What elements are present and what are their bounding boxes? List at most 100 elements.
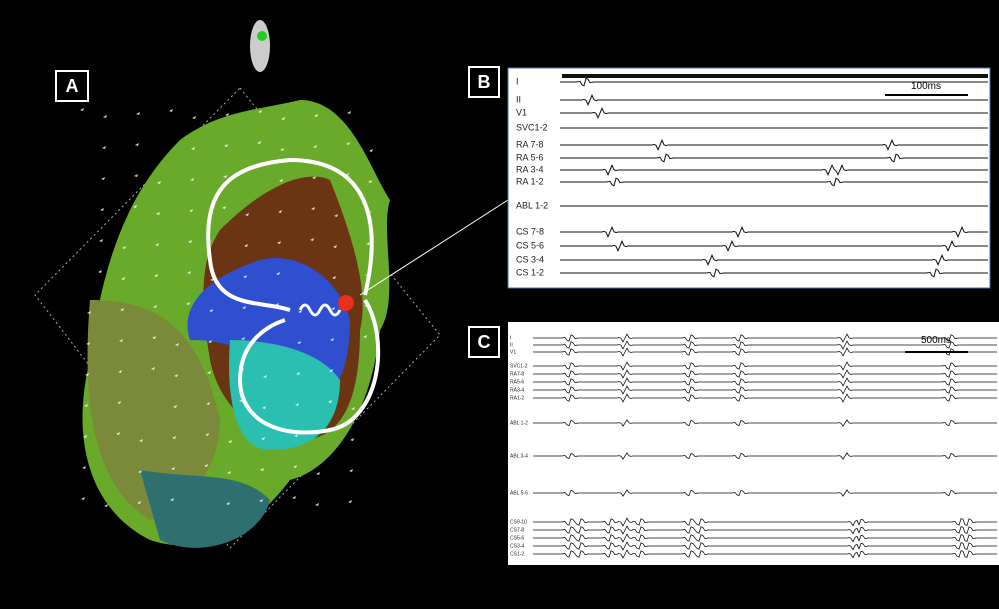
vector-arrow bbox=[263, 375, 267, 378]
vector-arrow bbox=[260, 468, 264, 471]
slow-conduction bbox=[298, 303, 342, 317]
channel-label: ABL 5-6 bbox=[510, 490, 528, 496]
vector-arrow bbox=[99, 239, 103, 242]
panel-label-box bbox=[468, 66, 500, 98]
vector-arrow bbox=[312, 176, 316, 179]
panel-label-box bbox=[55, 70, 89, 102]
vector-arrow bbox=[292, 496, 296, 499]
vector-arrow bbox=[367, 211, 371, 214]
scale-label: 100ms bbox=[911, 81, 941, 92]
vector-arrow bbox=[363, 335, 367, 338]
vector-arrow bbox=[169, 109, 173, 112]
electrogram bbox=[560, 139, 988, 151]
electrogram bbox=[533, 549, 997, 559]
vector-arrow bbox=[117, 401, 121, 404]
vector-arrow bbox=[120, 308, 124, 311]
vector-arrow bbox=[171, 467, 175, 470]
vector-arrow bbox=[157, 181, 161, 184]
electrogram bbox=[533, 385, 997, 395]
marker-label: R bbox=[190, 292, 197, 302]
vector-arrow bbox=[136, 112, 140, 115]
panel-b bbox=[507, 67, 991, 289]
electrogram bbox=[533, 333, 997, 343]
vector-arrow bbox=[276, 272, 280, 275]
vector-arrow bbox=[85, 373, 89, 376]
vector-arrow bbox=[155, 243, 159, 246]
panel-label-box bbox=[468, 326, 500, 358]
vector-arrow bbox=[369, 149, 373, 152]
vector-arrow bbox=[170, 498, 174, 501]
vector-arrow bbox=[368, 180, 372, 183]
channel-label: RA 1-2 bbox=[516, 176, 544, 186]
vector-arrow bbox=[121, 277, 125, 280]
channel-label: CS 7-8 bbox=[516, 226, 544, 236]
vector-arrow bbox=[316, 472, 320, 475]
vector-arrow bbox=[207, 371, 211, 374]
channel-label: CS5-6 bbox=[510, 535, 524, 541]
vector-arrow bbox=[334, 214, 338, 217]
channel-label: RA3-4 bbox=[510, 387, 524, 393]
channel-label: SVC1-2 bbox=[510, 363, 528, 369]
vector-arrow bbox=[257, 141, 261, 144]
vector-arrow bbox=[156, 212, 160, 215]
vector-arrow bbox=[206, 402, 210, 405]
channel-label: I bbox=[516, 76, 519, 86]
panel-label: C bbox=[478, 332, 491, 352]
vector-arrow bbox=[345, 173, 349, 176]
vector-arrow bbox=[135, 143, 139, 146]
vector-arrow bbox=[351, 407, 355, 410]
channel-label: RA1-2 bbox=[510, 395, 524, 401]
vector-arrow bbox=[258, 110, 262, 113]
electrogram bbox=[560, 254, 988, 266]
vector-arrow bbox=[281, 117, 285, 120]
vector-arrow bbox=[228, 440, 232, 443]
channel-label: ABL 1-2 bbox=[510, 420, 528, 426]
vector-arrow bbox=[187, 271, 191, 274]
vector-arrow bbox=[223, 175, 227, 178]
electrogram bbox=[560, 268, 988, 278]
probe bbox=[250, 20, 270, 72]
vector-arrow bbox=[103, 115, 107, 118]
vector-arrow bbox=[102, 146, 106, 149]
vector-arrow bbox=[293, 465, 297, 468]
channel-label: RA 3-4 bbox=[516, 164, 544, 174]
vector-arrow bbox=[122, 246, 126, 249]
map-region bbox=[140, 470, 270, 548]
vector-arrow bbox=[332, 276, 336, 279]
vector-arrow bbox=[241, 337, 245, 340]
vector-arrow bbox=[208, 340, 212, 343]
vector-arrow bbox=[297, 341, 301, 344]
electrogram bbox=[533, 517, 997, 527]
vector-arrow bbox=[280, 148, 284, 151]
vector-arrow bbox=[87, 311, 91, 314]
vector-arrow bbox=[118, 370, 122, 373]
vector-arrow bbox=[151, 367, 155, 370]
vector-arrow bbox=[191, 147, 195, 150]
panel-label: B bbox=[478, 72, 491, 92]
timing-bar bbox=[562, 74, 988, 78]
electrogram bbox=[560, 164, 988, 176]
channel-label: RA 5-6 bbox=[516, 152, 544, 162]
vector-arrow bbox=[84, 404, 88, 407]
vector-arrow bbox=[330, 338, 334, 341]
electrogram bbox=[533, 541, 997, 551]
vector-arrow bbox=[153, 305, 157, 308]
vector-arrow bbox=[296, 372, 300, 375]
vector-arrow bbox=[174, 374, 178, 377]
panel-c bbox=[508, 322, 999, 565]
channel-label: CS 1-2 bbox=[516, 267, 544, 277]
vector-arrow bbox=[152, 336, 156, 339]
vector-arrow bbox=[245, 213, 249, 216]
vector-arrow bbox=[294, 434, 298, 437]
electrogram bbox=[560, 107, 988, 119]
electrogram bbox=[560, 77, 988, 87]
channel-label: RA5-6 bbox=[510, 379, 524, 385]
electrogram bbox=[533, 419, 997, 427]
scale-label: 500ms bbox=[921, 335, 951, 346]
vector-arrow bbox=[82, 466, 86, 469]
vector-arrow bbox=[104, 504, 108, 507]
vector-arrow bbox=[173, 405, 177, 408]
vector-arrow bbox=[365, 273, 369, 276]
